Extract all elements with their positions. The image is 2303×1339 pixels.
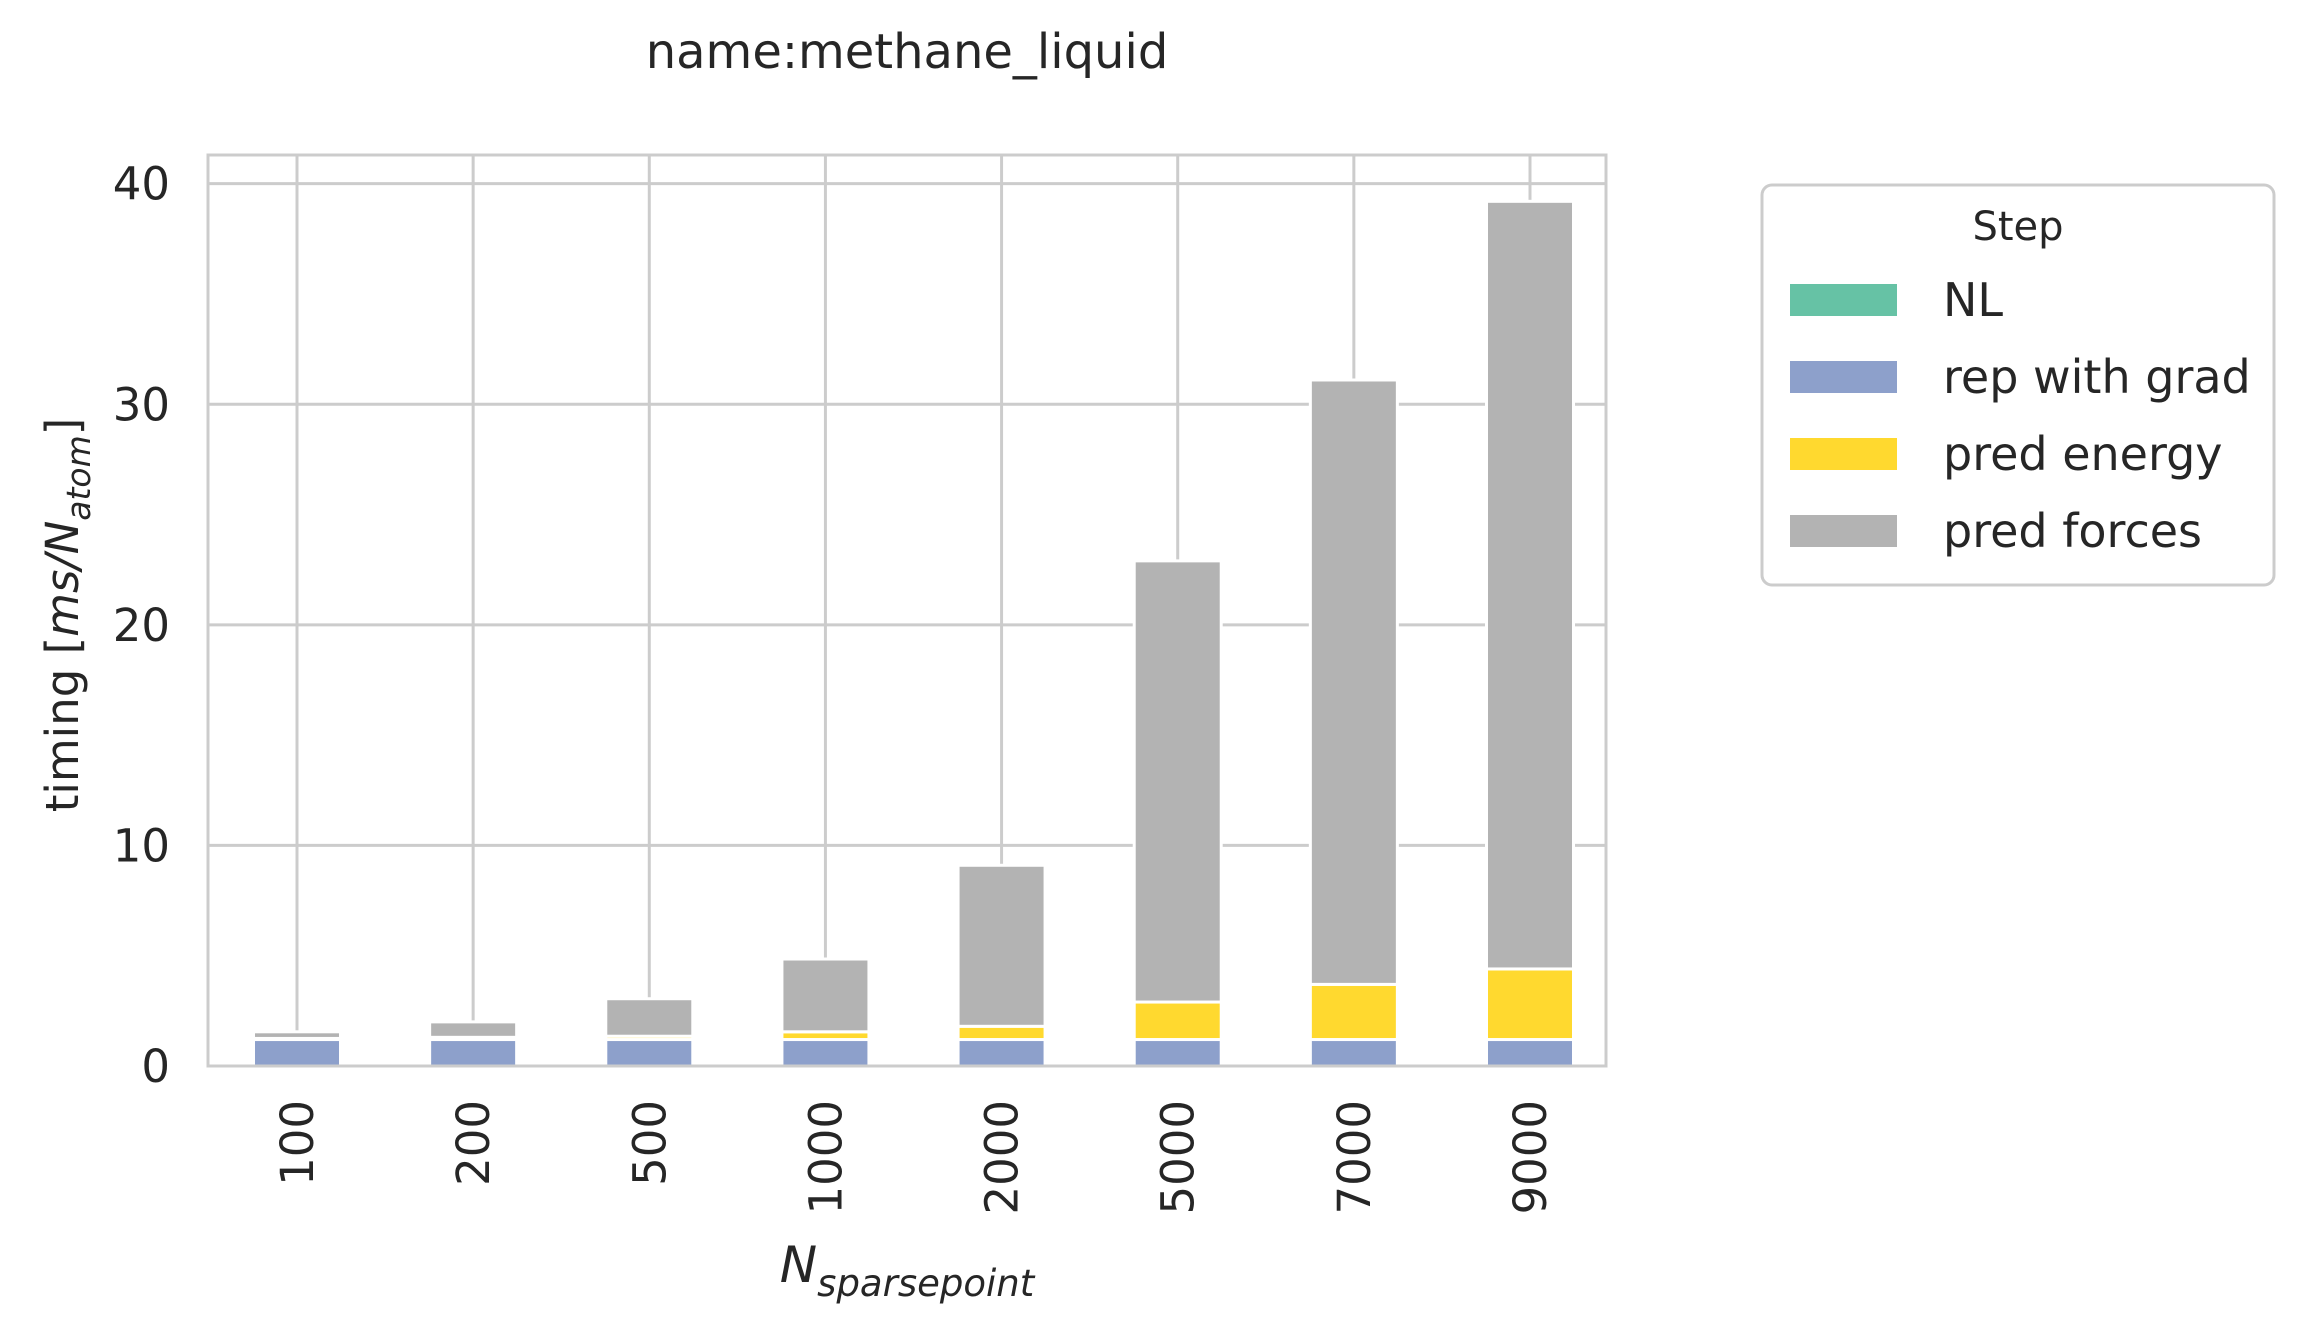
bar-pred-forces-5000 <box>1132 559 1223 1004</box>
legend-swatch-nl <box>1790 284 1897 316</box>
legend: Step NL rep with grad pred energy pred forc… <box>1760 183 2276 587</box>
bar-rep-with-grad-7000 <box>1308 1038 1399 1068</box>
y-tick-labels: 0 10 20 30 40 <box>113 158 170 1093</box>
bar-pred-energy-5000 <box>1132 1000 1223 1042</box>
legend-swatch-pred-forces <box>1790 515 1897 547</box>
bar-rep-with-grad-9000 <box>1485 1038 1575 1068</box>
x-tick-label: 2000 <box>976 1100 1029 1215</box>
bar-pred-forces-200 <box>428 1020 519 1039</box>
x-tick-label: 7000 <box>1328 1100 1381 1215</box>
x-tick-labels: 100 200 500 1000 2000 5000 7000 9000 <box>271 1100 1557 1215</box>
x-tick-label: 5000 <box>1152 1100 1205 1215</box>
y-tick-label: 40 <box>113 158 170 211</box>
bar-pred-forces-7000 <box>1308 378 1399 986</box>
bar-pred-energy-7000 <box>1308 982 1399 1042</box>
y-tick-label: 0 <box>141 1040 170 1093</box>
legend-title: Step <box>1972 204 2063 250</box>
legend-label-pred-forces: pred forces <box>1943 504 2202 558</box>
legend-items: NL rep with grad pred energy pred forces <box>1790 273 2251 558</box>
bar-rep-with-grad-5000 <box>1132 1038 1223 1068</box>
bar-rep-with-grad-200 <box>428 1038 519 1068</box>
y-axis-label: timing [ms/Natom] <box>36 418 98 813</box>
y-tick-label: 30 <box>113 378 170 431</box>
bar-rep-with-grad-100 <box>252 1038 342 1068</box>
bar-rep-with-grad-2000 <box>956 1038 1047 1068</box>
bar-pred-energy-2000 <box>956 1024 1047 1042</box>
y-tick-label: 20 <box>113 599 170 652</box>
legend-label-rep-with-grad: rep with grad <box>1943 350 2251 404</box>
bar-pred-forces-9000 <box>1485 199 1575 971</box>
bar-pred-forces-2000 <box>956 863 1047 1028</box>
bar-pred-forces-500 <box>604 997 695 1038</box>
bar-rep-with-grad-500 <box>604 1038 695 1068</box>
bars <box>252 199 1575 1068</box>
legend-label-pred-energy: pred energy <box>1943 427 2223 481</box>
x-tick-label: 9000 <box>1504 1100 1557 1215</box>
x-tick-label: 200 <box>447 1100 500 1186</box>
chart-title: name:methane_liquid <box>646 24 1169 80</box>
bar-pred-forces-1000 <box>780 957 871 1034</box>
plot-frame <box>206 153 1608 1068</box>
y-tick-label: 10 <box>113 819 170 872</box>
legend-swatch-pred-energy <box>1790 438 1897 470</box>
x-tick-label: 100 <box>271 1100 324 1186</box>
x-tick-label: 500 <box>623 1100 676 1186</box>
legend-label-nl: NL <box>1943 273 2003 327</box>
bar-pred-energy-9000 <box>1485 967 1575 1042</box>
bar-rep-with-grad-1000 <box>780 1038 871 1068</box>
legend-swatch-rep-with-grad <box>1790 361 1897 393</box>
bar-pred-forces-100 <box>252 1030 342 1040</box>
x-axis-label: Nsparsepoint <box>780 1236 1036 1305</box>
x-tick-label: 1000 <box>799 1100 852 1215</box>
